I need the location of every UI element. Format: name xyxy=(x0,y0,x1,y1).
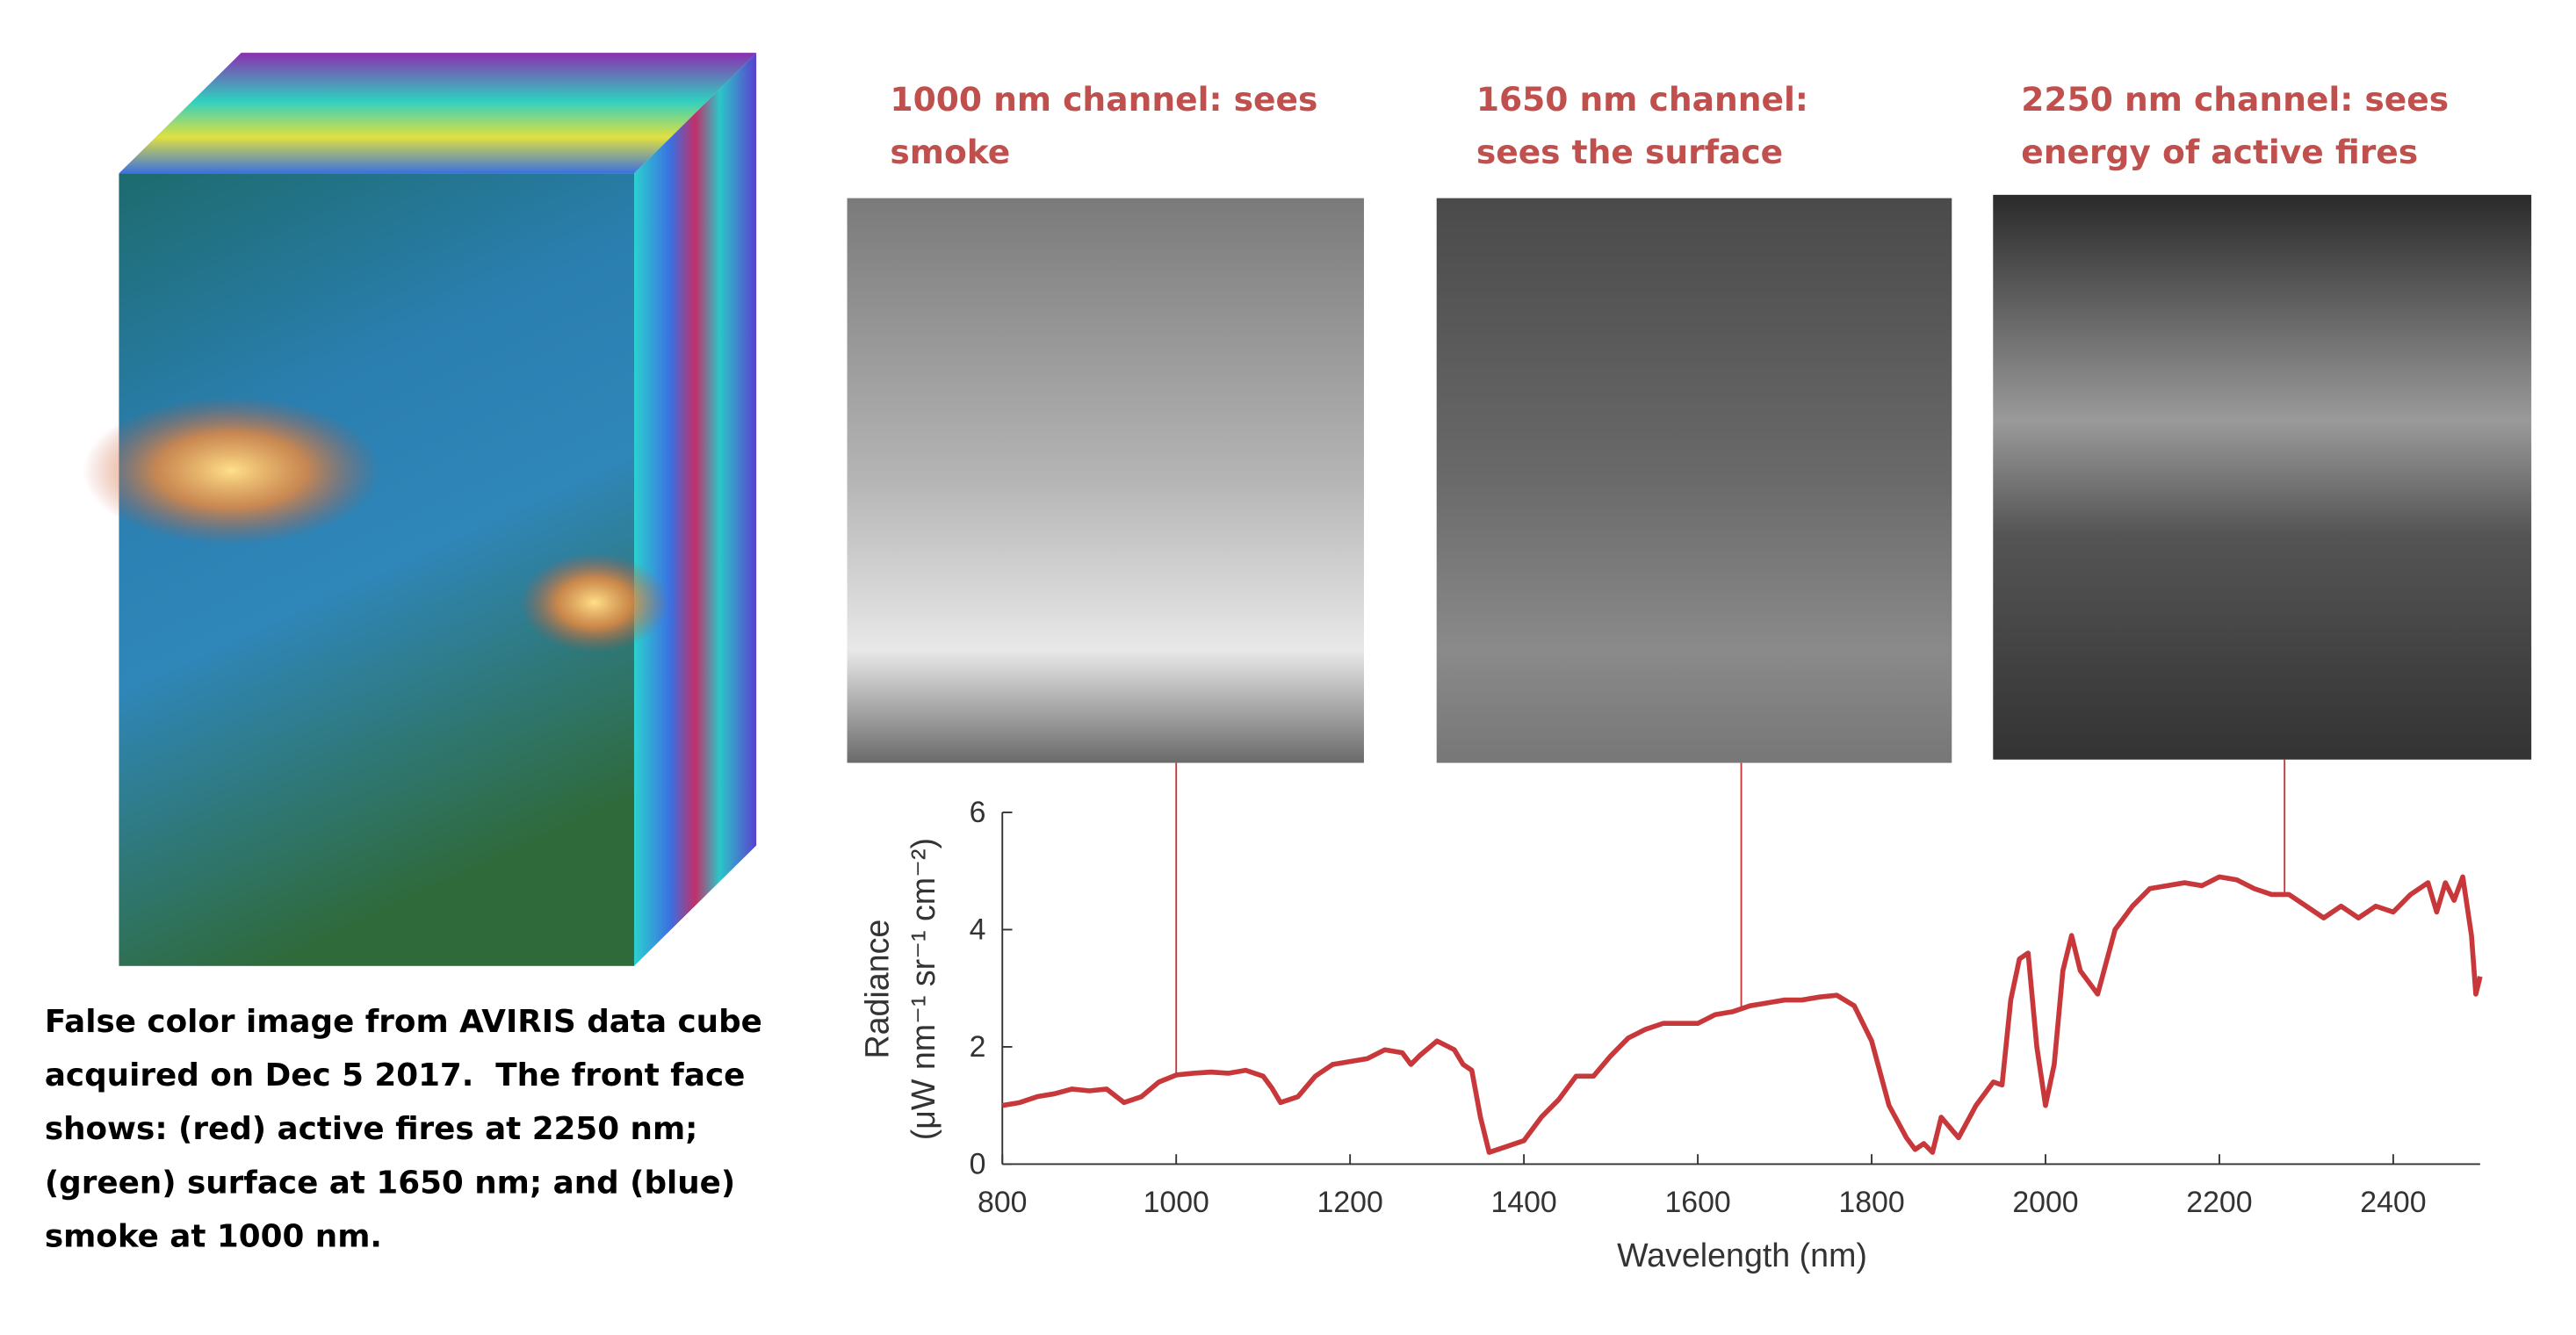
y-axis-label: (μW nm⁻¹ sr⁻¹ cm⁻²) xyxy=(905,838,942,1140)
channel-label: 2250 nm channel: sees xyxy=(2021,80,2449,119)
cube-top xyxy=(119,53,757,174)
x-tick-label: 800 xyxy=(978,1186,1027,1219)
x-tick-label: 1000 xyxy=(1144,1186,1209,1219)
channel-label: 1650 nm channel: xyxy=(1476,80,1808,119)
y-tick-label: 4 xyxy=(970,913,986,947)
x-tick-label: 1600 xyxy=(1664,1186,1730,1219)
data-cube xyxy=(83,53,757,966)
fire-glow xyxy=(83,396,380,545)
channel-image xyxy=(847,198,1364,763)
y-tick-label: 2 xyxy=(970,1030,986,1064)
channel-label: smoke xyxy=(890,133,1010,171)
channel-image xyxy=(1436,198,1952,763)
x-tick-label: 2000 xyxy=(2012,1186,2078,1219)
caption-line: shows: (red) active fires at 2250 nm; xyxy=(45,1111,698,1147)
x-tick-label: 2400 xyxy=(2360,1186,2426,1219)
y-tick-label: 0 xyxy=(970,1148,986,1181)
channel-label: energy of active fires xyxy=(2021,133,2418,171)
fire-glow xyxy=(520,552,669,653)
caption-line: acquired on Dec 5 2017. The front face xyxy=(45,1057,746,1093)
caption-line: (green) surface at 1650 nm; and (blue) xyxy=(45,1165,735,1201)
spectrum-line xyxy=(1001,874,2483,1155)
y-axis-label: Radiance xyxy=(859,920,896,1059)
x-tick-label: 2200 xyxy=(2186,1186,2252,1219)
caption-line: False color image from AVIRIS data cube xyxy=(45,1004,762,1040)
x-axis-label: Wavelength (nm) xyxy=(1617,1237,1867,1274)
x-tick-label: 1400 xyxy=(1490,1186,1556,1219)
channel-label: 1000 nm channel: sees xyxy=(890,80,1317,119)
channel-image xyxy=(1993,194,2532,760)
caption-line: smoke at 1000 nm. xyxy=(45,1218,382,1254)
y-tick-label: 6 xyxy=(970,796,986,829)
cube-side xyxy=(634,53,757,966)
channel-label: sees the surface xyxy=(1476,133,1783,171)
x-tick-label: 1800 xyxy=(1838,1186,1904,1219)
x-tick-label: 1200 xyxy=(1317,1186,1383,1219)
